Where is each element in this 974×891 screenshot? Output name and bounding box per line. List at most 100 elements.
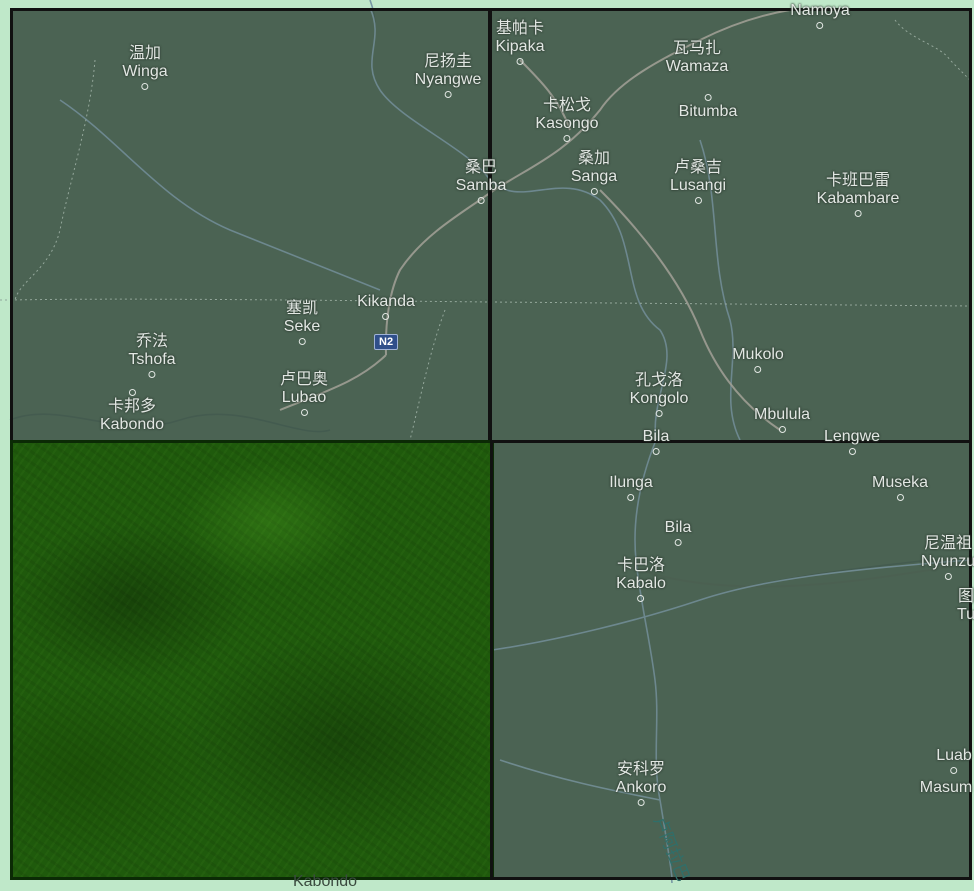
place-dot-icon (694, 197, 702, 204)
place-dot-icon (704, 94, 712, 101)
place-dot-icon (637, 799, 645, 806)
place-label: Bila (642, 428, 670, 445)
place-dot-icon (141, 83, 149, 90)
place-label: Kikanda (357, 293, 415, 310)
place-mbulula[interactable]: Mbulula (754, 406, 810, 433)
place-dot-icon (854, 210, 862, 217)
place-label: Seke (283, 318, 321, 335)
place-label-zh: 桑巴 (464, 159, 498, 176)
place-dot-icon (778, 426, 786, 433)
place-ilunga[interactable]: Ilunga (609, 474, 653, 501)
place-label: Kabalo (616, 575, 666, 592)
place-label: Mbulula (753, 406, 811, 423)
place-label-zh: 卢桑吉 (673, 159, 723, 176)
place-kabondo[interactable]: 卡邦多 Kabondo (100, 389, 164, 434)
place-dot-icon (563, 135, 571, 142)
place-dot-icon (627, 494, 635, 501)
place-label: Bila (664, 519, 692, 536)
place-bila[interactable]: Bila (664, 519, 692, 546)
place-dot-icon (944, 573, 952, 580)
road-shield-n2[interactable]: N2 (374, 334, 399, 350)
place-label-zh: 卡松戈 (542, 97, 592, 114)
place-dot-icon (477, 197, 485, 204)
place-kongolo[interactable]: 孔戈洛 Kongolo (630, 372, 688, 417)
place-dot-icon (516, 58, 524, 65)
place-label: Kabondo (292, 873, 358, 890)
place-label: Kipaka (495, 38, 545, 55)
place-tu[interactable]: 图 Tu (957, 588, 974, 624)
place-kabondo-south[interactable]: Kabondo (293, 873, 357, 891)
place-label-zh: 温加 (128, 45, 162, 62)
place-label-zh: 安科罗 (616, 761, 666, 778)
tile-northwest (10, 8, 490, 441)
tile-southeast (492, 441, 970, 878)
place-label: Tshofa (128, 351, 176, 368)
place-wamaza[interactable]: 瓦马扎 Wamaza (666, 40, 729, 76)
tile-frame-southeast (490, 440, 972, 880)
place-label-zh: 瓦马扎 (672, 40, 721, 57)
place-label: Bitumba (678, 103, 738, 120)
place-label-zh: 桑加 (577, 150, 611, 167)
place-kikanda[interactable]: Kikanda (357, 293, 415, 320)
place-dot-icon (128, 389, 136, 396)
place-mukolo[interactable]: Mukolo (732, 346, 784, 373)
place-label: Samba (455, 177, 507, 194)
place-label: Namoya (790, 2, 850, 19)
place-tshofa[interactable]: 乔法 Tshofa (128, 333, 176, 378)
place-label: Luab (936, 747, 972, 764)
place-ankoro[interactable]: 安科罗 Ankoro (615, 761, 667, 806)
place-label: Lusangi (669, 177, 727, 194)
place-dot-icon (298, 338, 306, 345)
place-label-zh: 卡邦多 (107, 398, 156, 415)
place-lengwe[interactable]: Lengwe (824, 428, 880, 455)
place-seke[interactable]: 塞凯 Seke (284, 300, 320, 345)
place-samba[interactable]: 桑巴 Samba (455, 159, 507, 204)
place-dot-icon (896, 494, 904, 501)
place-dot-icon (950, 767, 958, 774)
place-dot-icon (382, 313, 390, 320)
place-museka[interactable]: Museka (872, 474, 928, 501)
place-label: Ankoro (615, 779, 667, 796)
place-nyangwe[interactable]: 尼扬圭 Nyangwe (414, 53, 482, 98)
place-masum[interactable]: Masum (920, 779, 972, 797)
place-label-zh: 卡班巴雷 (825, 172, 890, 189)
place-label-zh: 乔法 (135, 333, 169, 350)
place-dot-icon (848, 448, 856, 455)
place-label: Mukolo (732, 346, 784, 363)
place-bitumba[interactable]: Bitumba (678, 94, 738, 121)
tile-northeast (490, 8, 970, 441)
place-label: Nyunzu (920, 553, 974, 570)
place-sanga[interactable]: 桑加 Sanga (571, 150, 617, 195)
place-lubao[interactable]: 卢巴奥 Lubao (280, 371, 328, 416)
place-label-zh: 卡巴洛 (616, 557, 666, 574)
place-label: Masum (919, 779, 973, 796)
place-label-zh: 图 (957, 588, 974, 605)
place-label: Wamaza (665, 58, 729, 75)
place-dot-icon (754, 366, 762, 373)
place-luab[interactable]: Luab (936, 747, 972, 774)
place-label-zh: 卢巴奥 (279, 371, 329, 388)
place-label: Winga (122, 63, 168, 80)
place-dot-icon (816, 22, 824, 29)
place-dot-icon (300, 409, 308, 416)
place-winga[interactable]: 温加 Winga (122, 45, 168, 90)
place-kipaka[interactable]: 基帕卡 Kipaka (495, 20, 545, 65)
place-bila-north[interactable]: Bila (642, 428, 670, 455)
place-label: Tu (956, 606, 974, 623)
place-label-zh: 尼温祖 (923, 535, 972, 552)
place-label: Nyangwe (414, 71, 482, 88)
place-label: Kabambare (816, 190, 900, 207)
place-kasongo[interactable]: 卡松戈 Kasongo (535, 97, 599, 142)
tile-frame-southwest (10, 440, 494, 880)
place-dot-icon (655, 410, 663, 417)
place-dot-icon (148, 371, 156, 378)
place-namoya[interactable]: Namoya (790, 2, 850, 29)
place-dot-icon (652, 448, 660, 455)
place-kabambare[interactable]: 卡班巴雷 Kabambare (816, 172, 900, 217)
place-nyunzu[interactable]: 尼温祖 Nyunzu (921, 535, 974, 580)
place-kabalo[interactable]: 卡巴洛 Kabalo (616, 557, 666, 602)
place-lusangi[interactable]: 卢桑吉 Lusangi (670, 159, 726, 204)
place-dot-icon (444, 91, 452, 98)
